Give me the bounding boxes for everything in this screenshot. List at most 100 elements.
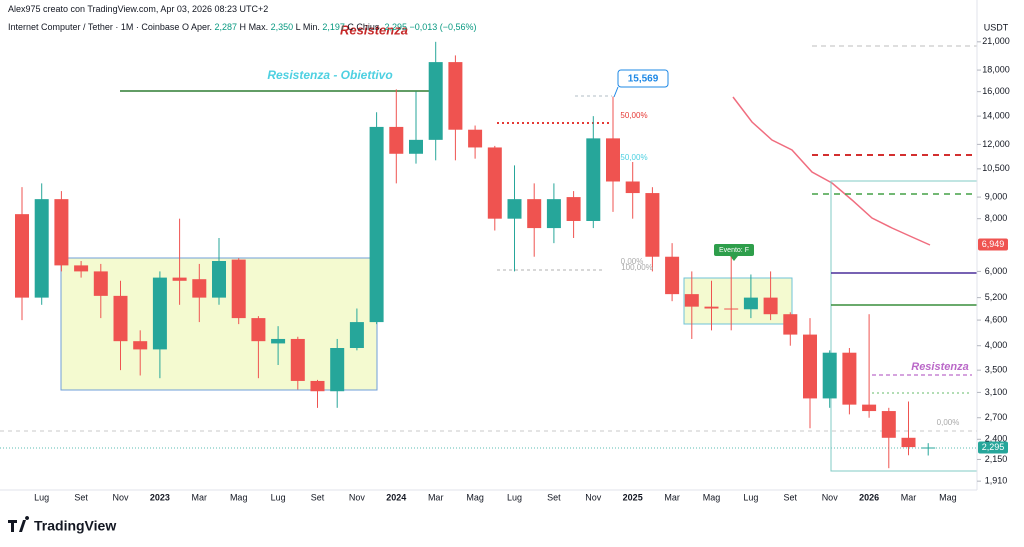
- x-tick-label: Lug: [743, 492, 758, 502]
- price-tag: [978, 238, 1008, 251]
- y-tick-label: 3,100: [985, 387, 1008, 397]
- x-tick-label: Lug: [507, 492, 522, 502]
- annotation: 0,00%: [621, 257, 644, 266]
- annotation: 0,00%: [937, 418, 960, 427]
- field-key: H: [239, 22, 247, 32]
- candle-body: [822, 352, 837, 399]
- x-tick-label: Mag: [703, 492, 721, 502]
- candle-body: [448, 62, 463, 130]
- candle-body: [271, 338, 286, 344]
- candle-body: [310, 380, 325, 392]
- candle-body: [507, 199, 522, 219]
- logo-text: TradingView: [34, 518, 116, 534]
- candle-body: [428, 62, 443, 140]
- y-tick-label: 12,000: [982, 139, 1010, 149]
- x-tick-label: Nov: [112, 492, 129, 502]
- x-tick-label: Mar: [192, 492, 208, 502]
- legend: Internet Computer / Tether · 1M · Coinba…: [8, 22, 477, 32]
- x-tick-label: Mar: [901, 492, 917, 502]
- field-value: 2,197: [322, 22, 345, 32]
- candle-body: [212, 261, 226, 298]
- candle-body: [192, 279, 207, 298]
- x-tick-label: Nov: [585, 492, 602, 502]
- field-key: C: [347, 22, 354, 32]
- candle-body: [152, 277, 167, 350]
- candle-body: [34, 199, 49, 298]
- annotation: Resistenza: [911, 361, 968, 373]
- candle-body: [684, 294, 699, 307]
- y-tick-label: 3,500: [985, 365, 1008, 375]
- x-tick-label: 2025: [623, 492, 643, 502]
- annotation: 100,00%: [621, 263, 653, 272]
- y-tick-label: 2,150: [985, 454, 1008, 464]
- callout-pointer: [613, 86, 619, 98]
- y-tick-label: 2,400: [985, 434, 1008, 444]
- x-tick-label: Set: [784, 492, 798, 502]
- price-tag: [978, 441, 1008, 454]
- y-tick-label: 18,000: [982, 64, 1010, 74]
- annotation: Resistenza: [340, 22, 408, 37]
- candle-body: [74, 265, 89, 272]
- event-box: [714, 244, 754, 256]
- x-tick-label: Mar: [428, 492, 444, 502]
- candle-body: [54, 199, 69, 266]
- candle-body: [369, 126, 384, 323]
- candle-body: [881, 411, 896, 438]
- event-pointer: [730, 256, 738, 261]
- candle-body: [862, 404, 877, 412]
- price-tag-label: 2,295: [982, 442, 1005, 452]
- y-tick-label: 21,000: [982, 36, 1010, 46]
- candle-body: [468, 129, 483, 148]
- candle-body: [724, 308, 739, 310]
- candle-body: [921, 447, 936, 449]
- annotation: Resistenza - Obiettivo: [267, 68, 392, 82]
- candle-body: [665, 256, 680, 295]
- symbol: Internet Computer / Tether · 1M · Coinba…: [8, 22, 180, 32]
- candle-body: [231, 259, 246, 319]
- candle-body: [93, 271, 108, 296]
- y-tick-label: 10,500: [982, 163, 1010, 173]
- candle-body: [487, 147, 502, 219]
- logo-mark: [8, 516, 30, 532]
- y-tick-label: 9,000: [985, 191, 1008, 201]
- candle-body: [566, 197, 581, 221]
- y-tick-label: 1,910: [985, 476, 1008, 486]
- x-tick-label: Set: [311, 492, 325, 502]
- annotation: 50,00%: [620, 153, 647, 162]
- change: −0,013 (−0,56%): [409, 22, 477, 32]
- x-tick-label: Lug: [271, 492, 286, 502]
- field-name: Max.: [248, 22, 269, 32]
- candle-body: [546, 199, 561, 229]
- candle-body: [743, 297, 758, 310]
- annotation: 15,569: [628, 74, 659, 85]
- candle-body: [290, 338, 305, 381]
- x-tick-label: Mag: [230, 492, 248, 502]
- field-key: O: [181, 22, 189, 32]
- candle-body: [349, 322, 364, 349]
- x-tick-label: Nov: [349, 492, 366, 502]
- candle-body: [645, 193, 660, 257]
- field-value: 2,350: [270, 22, 294, 32]
- x-tick-label: 2026: [859, 492, 879, 502]
- field-name: Aper.: [190, 22, 212, 32]
- x-tick-label: Mar: [664, 492, 680, 502]
- candle-body: [763, 297, 778, 315]
- candle-body: [803, 334, 817, 399]
- candle-body: [842, 352, 857, 405]
- annotation: Evento: F: [719, 247, 749, 254]
- candle-body: [172, 277, 187, 281]
- field-value: 2,295: [384, 22, 407, 32]
- candle-body: [409, 139, 423, 154]
- x-tick-label: Mag: [939, 492, 957, 502]
- x-tick-label: Lug: [34, 492, 49, 502]
- candle-body: [133, 341, 148, 350]
- x-tick-label: Set: [74, 492, 88, 502]
- x-tick-label: 2024: [386, 492, 406, 502]
- x-tick-label: 2023: [150, 492, 170, 502]
- currency: USDT: [984, 22, 1009, 32]
- y-tick-label: 4,600: [985, 314, 1008, 324]
- x-tick-label: Mag: [466, 492, 484, 502]
- x-tick-label: Set: [547, 492, 561, 502]
- callout-box: [617, 69, 669, 88]
